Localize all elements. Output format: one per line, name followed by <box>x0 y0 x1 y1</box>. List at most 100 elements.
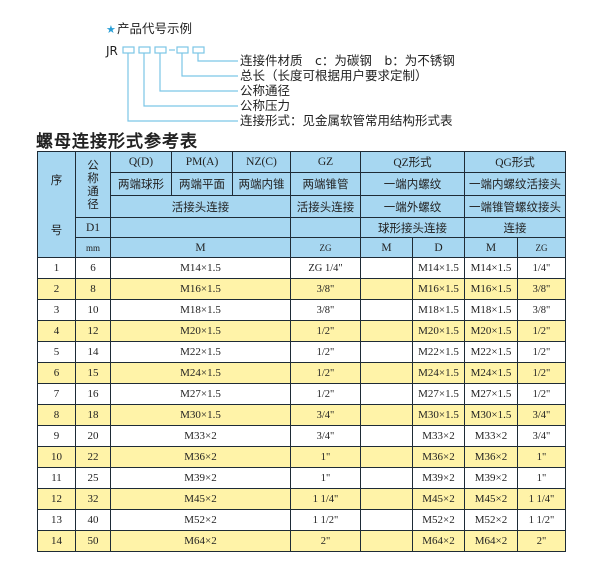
cell-qz-d: M22×1.5 <box>412 341 465 363</box>
cell-m: M27×1.5 <box>110 383 291 405</box>
cell-gz: 3/8" <box>290 278 361 300</box>
cell-gz: 2" <box>290 530 361 552</box>
cell-qg-zg: 3/4" <box>517 425 566 447</box>
unit-qz-m: M <box>360 237 413 258</box>
cell-m: M36×2 <box>110 446 291 468</box>
cell-qg-m: M45×2 <box>464 488 518 510</box>
cell-qg-m: M22×1.5 <box>464 341 518 363</box>
cell-d1: 25 <box>75 467 111 489</box>
conn-qg-2: 连接 <box>464 217 566 238</box>
row4-empty-1 <box>110 217 291 238</box>
cell-gz: 1 1/2" <box>290 509 361 531</box>
cell-qz-m <box>360 425 413 447</box>
unit-zg: ZG <box>290 237 361 258</box>
cell-qz-d: M30×1.5 <box>412 404 465 426</box>
cell-qg-zg: 1/2" <box>517 341 566 363</box>
cell-qz-m <box>360 257 413 279</box>
cell-d1: 8 <box>75 278 111 300</box>
cell-qg-zg: 1/2" <box>517 383 566 405</box>
cell-m: M39×2 <box>110 467 291 489</box>
label-length: 总长（长度可根据用户要求定制） <box>240 68 428 83</box>
cell-qg-m: M14×1.5 <box>464 257 518 279</box>
cell-qz-m <box>360 278 413 300</box>
cell-gz: 3/8" <box>290 299 361 321</box>
leader-line-1 <box>197 53 238 62</box>
cell-qg-m: M36×2 <box>464 446 518 468</box>
cell-m: M52×2 <box>110 509 291 531</box>
desc-qd: 两端球形 <box>110 172 172 196</box>
leader-line-4 <box>143 53 238 107</box>
star-icon: ★ <box>106 23 116 36</box>
cell-qg-zg: 1/2" <box>517 362 566 384</box>
cell-qg-m: M33×2 <box>464 425 518 447</box>
desc-qg: 一端内螺纹活接头 <box>464 172 566 196</box>
cell-d1: 22 <box>75 446 111 468</box>
table-row: 9 20 M33×2 3/4" M33×2 M33×2 3/4" <box>37 425 566 447</box>
cell-qg-zg: 3/4" <box>517 404 566 426</box>
cell-m: M64×2 <box>110 530 291 552</box>
cell-seq: 1 <box>37 257 76 279</box>
desc-pma: 两端平面 <box>171 172 233 196</box>
cell-d1: 50 <box>75 530 111 552</box>
table-title: 螺母连接形式参考表 <box>36 132 198 152</box>
leader-line-2 <box>181 53 238 77</box>
cell-m: M20×1.5 <box>110 320 291 342</box>
unit-qg-zg: ZG <box>517 237 566 258</box>
desc-gz: 两端锥管 <box>290 172 361 196</box>
cell-m: M22×1.5 <box>110 341 291 363</box>
code-box-3 <box>154 46 167 54</box>
cell-gz: ZG 1/4" <box>290 257 361 279</box>
cell-d1: 12 <box>75 320 111 342</box>
table-row: 10 22 M36×2 1" M36×2 M36×2 1" <box>37 446 566 468</box>
cell-qz-d: M36×2 <box>412 446 465 468</box>
cell-d1: 32 <box>75 488 111 510</box>
cell-gz: 1/2" <box>290 383 361 405</box>
cell-d1: 20 <box>75 425 111 447</box>
table-row: 3 10 M18×1.5 3/8" M18×1.5 M18×1.5 3/8" <box>37 299 566 321</box>
cell-seq: 5 <box>37 341 76 363</box>
cell-qg-m: M39×2 <box>464 467 518 489</box>
table-body: 1 6 M14×1.5 ZG 1/4" M14×1.5 M14×1.5 1/4" 2 8 M16×… <box>37 257 566 552</box>
cell-qz-d: M39×2 <box>412 467 465 489</box>
conn-union: 活接头连接 <box>110 195 291 218</box>
seq-header-bottom: 号 <box>50 224 63 237</box>
cell-seq: 4 <box>37 320 76 342</box>
table-row: 13 40 M52×2 1 1/2" M52×2 M52×2 1 1/2" <box>37 509 566 531</box>
nominal-dia-header: 公称通径 <box>75 151 111 218</box>
leader-line-3 <box>159 53 238 92</box>
cell-qg-m: M52×2 <box>464 509 518 531</box>
cell-seq: 2 <box>37 278 76 300</box>
cell-gz: 1 1/4" <box>290 488 361 510</box>
cell-m: M18×1.5 <box>110 299 291 321</box>
code-box-1 <box>122 46 135 54</box>
cell-qg-m: M24×1.5 <box>464 362 518 384</box>
cell-qg-zg: 1 1/4" <box>517 488 566 510</box>
cell-gz: 1/2" <box>290 320 361 342</box>
cell-qg-m: M20×1.5 <box>464 320 518 342</box>
cell-qz-d: M20×1.5 <box>412 320 465 342</box>
cell-m: M33×2 <box>110 425 291 447</box>
code-diagram-lines <box>122 46 238 122</box>
header-pma: PM(A) <box>171 151 233 173</box>
cell-qz-m <box>360 299 413 321</box>
cell-d1: 15 <box>75 362 111 384</box>
table-row: 1 6 M14×1.5 ZG 1/4" M14×1.5 M14×1.5 1/4" <box>37 257 566 279</box>
table-row: 5 14 M22×1.5 1/2" M22×1.5 M22×1.5 1/2" <box>37 341 566 363</box>
table-row: 6 15 M24×1.5 1/2" M24×1.5 M24×1.5 1/2" <box>37 362 566 384</box>
unit-qg-m: M <box>464 237 518 258</box>
cell-seq: 14 <box>37 530 76 552</box>
cell-qz-m <box>360 467 413 489</box>
cell-gz: 1/2" <box>290 362 361 384</box>
table-row: 2 8 M16×1.5 3/8" M16×1.5 M16×1.5 3/8" <box>37 278 566 300</box>
cell-m: M24×1.5 <box>110 362 291 384</box>
cell-m: M14×1.5 <box>110 257 291 279</box>
cell-gz: 3/4" <box>290 425 361 447</box>
conn-qz: 一端外螺纹 <box>360 195 465 218</box>
cell-qz-d: M27×1.5 <box>412 383 465 405</box>
diagram-heading: 产品代号示例 <box>117 21 193 36</box>
cell-qz-d: M24×1.5 <box>412 362 465 384</box>
table-row: 7 16 M27×1.5 1/2" M27×1.5 M27×1.5 1/2" <box>37 383 566 405</box>
cell-qg-m: M30×1.5 <box>464 404 518 426</box>
cell-qz-d: M18×1.5 <box>412 299 465 321</box>
